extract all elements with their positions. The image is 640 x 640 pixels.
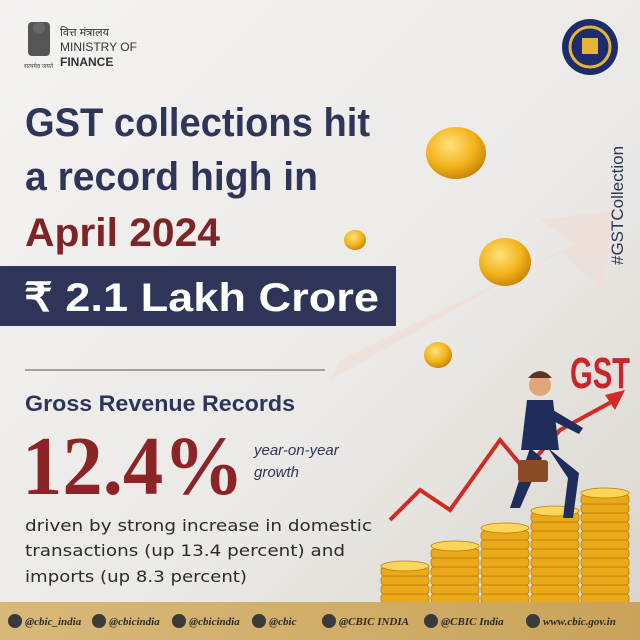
coin-stacks bbox=[380, 487, 630, 604]
coin-layer bbox=[580, 548, 630, 559]
emblem bbox=[28, 22, 50, 56]
coin-layer bbox=[530, 566, 580, 577]
coin-layer bbox=[530, 584, 580, 595]
coin-layer bbox=[380, 593, 430, 604]
floating-coins bbox=[344, 127, 531, 368]
description-line: imports (up 8.3 percent) bbox=[25, 567, 247, 586]
social-icon bbox=[92, 614, 106, 628]
social-handle: @cbic_india bbox=[25, 616, 82, 628]
social-icon bbox=[526, 614, 540, 628]
description-line: transactions (up 13.4 percent) and bbox=[25, 541, 345, 560]
coin-layer bbox=[580, 530, 630, 541]
background-arrow bbox=[330, 210, 620, 380]
banner-text: ₹ 2.1 Lakh Crore bbox=[24, 276, 379, 320]
coin-layer bbox=[580, 575, 630, 586]
coin-layer bbox=[480, 584, 530, 595]
motto: सत्यमेव जयते bbox=[24, 62, 54, 70]
social-handle: @cbicindia bbox=[189, 616, 240, 628]
coin-layer bbox=[580, 566, 630, 577]
growth-arrow bbox=[388, 398, 616, 522]
coin-layer bbox=[480, 566, 530, 577]
social-icon bbox=[172, 614, 186, 628]
coin-layer bbox=[580, 539, 630, 550]
title-line: GST collections hit bbox=[25, 101, 370, 145]
arrow-head bbox=[605, 390, 625, 410]
coin-layer bbox=[580, 503, 630, 514]
coin-layer bbox=[480, 593, 530, 604]
growth-value: 12.4% bbox=[22, 420, 244, 513]
coin-layer bbox=[380, 575, 430, 586]
coin-layer bbox=[430, 557, 480, 568]
subheading: Gross Revenue Records bbox=[25, 391, 295, 416]
footer-links: @cbic_india @cbicindia @cbicindia @cbic @CBI… bbox=[8, 614, 616, 628]
coin-layer bbox=[530, 539, 580, 550]
coin-layer bbox=[530, 575, 580, 586]
coin-layer bbox=[580, 557, 630, 568]
social-icon bbox=[424, 614, 438, 628]
social-icon bbox=[322, 614, 336, 628]
coin-layer bbox=[380, 584, 430, 595]
coin-layer bbox=[530, 557, 580, 568]
growth-label: year-on-year bbox=[253, 442, 340, 459]
coin-top bbox=[480, 522, 530, 534]
coin-top bbox=[580, 487, 630, 499]
social-handle: www.cbic.gov.in bbox=[543, 616, 616, 628]
coin-layer bbox=[580, 512, 630, 523]
growth-label: growth bbox=[254, 464, 299, 481]
coin-layer bbox=[480, 557, 530, 568]
coin-layer bbox=[580, 593, 630, 604]
coin-layer bbox=[530, 521, 580, 532]
social-icon bbox=[252, 614, 266, 628]
banner-box bbox=[0, 266, 396, 326]
ministry-hindi: वित्त मंत्रालय bbox=[60, 26, 110, 39]
description-line: driven by strong increase in domestic bbox=[25, 516, 372, 535]
coin-layer bbox=[480, 575, 530, 586]
social-handle: @cbicindia bbox=[109, 616, 160, 628]
coin-layer bbox=[480, 539, 530, 550]
social-handle: @cbic bbox=[269, 616, 297, 628]
coin-layer bbox=[530, 530, 580, 541]
coin-layer bbox=[430, 593, 480, 604]
coin-layer bbox=[580, 521, 630, 532]
social-icon bbox=[8, 614, 22, 628]
coin-top bbox=[380, 560, 430, 572]
ministry-line: FINANCE bbox=[60, 55, 113, 69]
coin-layer bbox=[430, 566, 480, 577]
coin-layer bbox=[430, 575, 480, 586]
title-line: a record high in bbox=[25, 155, 318, 199]
gst-label: GST bbox=[570, 349, 630, 398]
coin-layer bbox=[430, 584, 480, 595]
social-handle: @CBIC INDIA bbox=[339, 616, 409, 628]
coin-top bbox=[430, 540, 480, 552]
ministry-line: MINISTRY OF bbox=[60, 40, 137, 54]
coin-layer bbox=[530, 593, 580, 604]
coin-layer bbox=[480, 548, 530, 559]
businessman bbox=[510, 371, 583, 518]
coin-layer bbox=[530, 548, 580, 559]
coin-layer bbox=[580, 584, 630, 595]
social-handle: @CBIC India bbox=[441, 616, 504, 628]
hashtag: #GSTCollection bbox=[608, 146, 627, 265]
title-line: April 2024 bbox=[25, 211, 221, 255]
cbic-logo bbox=[562, 19, 618, 75]
